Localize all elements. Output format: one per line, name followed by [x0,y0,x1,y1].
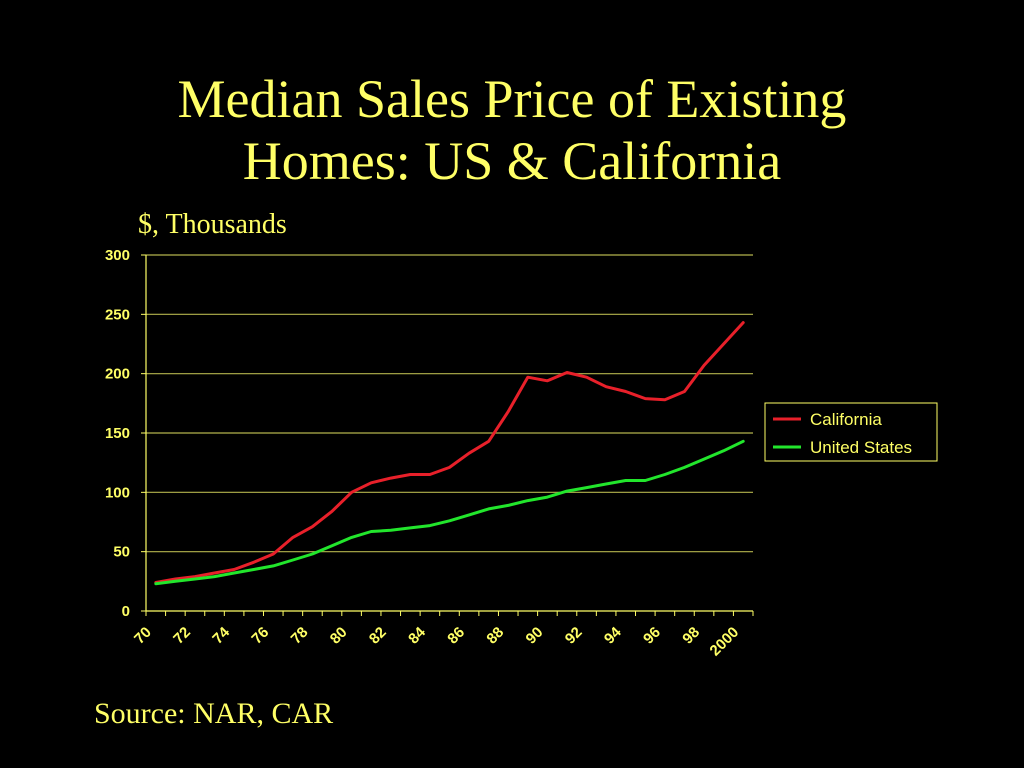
legend-label: California [810,410,882,429]
x-tick-label: 78 [288,624,312,648]
legend-label: United States [810,438,912,457]
y-tick-label: 100 [105,484,130,501]
x-tick-label: 88 [483,624,507,648]
y-tick-label: 200 [105,366,130,383]
x-tick-label: 98 [679,624,703,648]
slide-title: Median Sales Price of Existing Homes: US … [0,68,1024,192]
data-series [154,321,745,586]
legend: California United States [764,402,938,462]
x-tick-label: 76 [248,624,272,648]
x-tick-label: 86 [444,624,468,648]
source-note: Source: NAR, CAR [94,697,334,730]
x-tick-label: 90 [523,624,547,648]
series-line-california [154,321,745,584]
series-line-united-states [154,439,745,586]
axes: 0 50 100 150 200 250 300 70 72 74 76 78 80 82 84 86 88 90… [105,247,754,660]
y-tick-label: 150 [105,425,130,442]
x-tick-label: 92 [562,624,586,648]
legend-box [764,402,938,462]
x-tick-label: 2000 [707,624,743,660]
y-tick-label: 300 [105,247,130,264]
x-tick-label: 70 [131,624,155,648]
x-tick-label: 74 [209,623,233,647]
x-tick-label: 72 [170,624,194,648]
x-tick-label: 96 [640,624,664,648]
y-tick-label: 250 [105,306,130,323]
x-tick-label: 84 [405,623,429,647]
y-tick-label: 0 [122,603,130,620]
x-tick-label: 82 [366,624,390,648]
gridlines [146,254,753,553]
x-tick-label: 80 [327,624,351,648]
y-axis-units-label: $, Thousands [138,209,287,240]
title-line-1: Median Sales Price of Existing [177,69,847,129]
y-tick-label: 50 [113,544,130,561]
title-line-2: Homes: US & California [242,131,782,191]
x-tick-label: 94 [601,623,625,647]
